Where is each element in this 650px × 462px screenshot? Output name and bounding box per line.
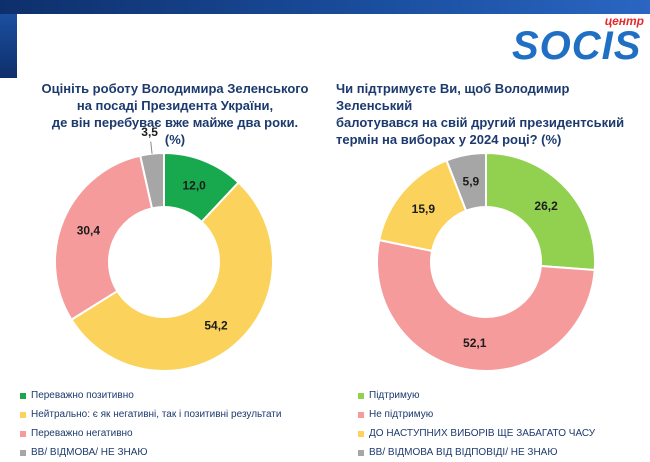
logo-centre-text: центр	[604, 14, 644, 28]
chart1-legend: Переважно позитивно Нейтрально: є як нега…	[20, 390, 320, 462]
chart1-slice	[139, 151, 165, 210]
chart1-value-label: 30,4	[77, 223, 101, 237]
socis-logo: центр SOCIS	[510, 14, 646, 70]
header-bar	[0, 0, 650, 14]
chart1-title: Оцініть роботу Володимира Зеленського на…	[40, 80, 310, 148]
legend-swatch	[358, 450, 364, 456]
logo-wordmark: SOCIS	[512, 24, 642, 68]
chart1-value-label: 3,5	[141, 125, 158, 139]
legend-swatch	[358, 393, 364, 399]
legend-label: Підтримую	[369, 390, 420, 401]
chart2-slice	[485, 151, 596, 272]
chart2-title: Чи підтримуєте Ви, щоб Володимир Зеленсь…	[336, 80, 636, 148]
header-stripe	[0, 14, 17, 78]
chart2-slice	[376, 238, 596, 372]
chart1-slice	[54, 154, 154, 322]
legend-swatch	[20, 450, 26, 456]
chart2-slice	[445, 151, 487, 213]
chart2-value-label: 5,9	[463, 174, 480, 188]
legend-swatch	[358, 431, 364, 437]
legend-label: Нейтрально: є як негативні, так і позити…	[31, 409, 282, 420]
chart1-title-line: на посаді Президента України,	[76, 98, 274, 113]
chart1-value-label: 12,0	[182, 179, 206, 193]
chart2-title-line: Чи підтримуєте Ви, щоб Володимир Зеленсь…	[336, 81, 570, 113]
chart2-legend: Підтримую Не підтримую ДО НАСТУПНИХ ВИБОРІ…	[358, 390, 648, 462]
chart1-title-line: Оцініть роботу Володимира Зеленського	[41, 81, 309, 96]
legend-swatch	[20, 431, 26, 437]
legend-swatch	[20, 412, 26, 418]
legend-label: ВВ/ ВІДМОВА/ НЕ ЗНАЮ	[31, 447, 148, 458]
chart2-value-label: 15,9	[412, 202, 436, 216]
chart1-title-line: де він перебуває вже майже два роки. (%)	[51, 115, 299, 147]
legend-label: Переважно негативно	[31, 428, 133, 439]
chart2-value-label: 52,1	[463, 336, 487, 350]
legend-label: ДО НАСТУПНИХ ВИБОРІВ ЩЕ ЗАБАГАТО ЧАСУ	[369, 428, 596, 439]
chart2-value-label: 26,2	[534, 199, 558, 213]
chart2-title-line: термін на виборах у 2024 році? (%)	[336, 132, 562, 147]
legend-swatch	[358, 412, 364, 418]
chart2-title-line: балотувався на свій другий президентськи…	[336, 115, 625, 130]
chart1-leader-line	[150, 141, 153, 154]
legend-label: ВВ/ ВІДМОВА ВІД ВІДПОВІДІ/ НЕ ЗНАЮ	[369, 447, 558, 458]
chart1-slice	[70, 181, 274, 372]
legend-label: Переважно позитивно	[31, 390, 134, 401]
legend-swatch	[20, 393, 26, 399]
legend-label: Не підтримую	[369, 409, 434, 420]
chart1-value-label: 54,2	[204, 318, 228, 332]
